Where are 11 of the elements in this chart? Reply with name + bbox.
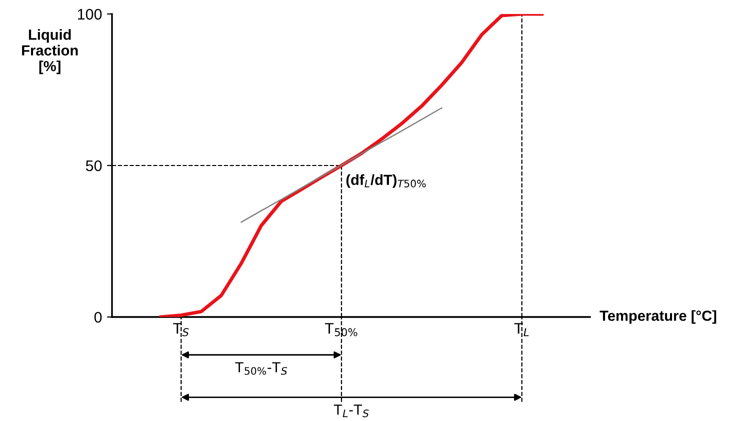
x-tick-label: T$_{L}$ (514, 323, 529, 336)
x-tick-label: T$_{50%}$ (324, 323, 358, 336)
y-tick-label: 0 (94, 312, 102, 323)
y-tick-label: 50 (86, 160, 102, 172)
x-tick-label: T$_{S}$ (173, 323, 189, 336)
text: T$_{50%}$-T$_{S}$ (235, 362, 288, 375)
annotation: (df$_{L}$/dT)$_{T50%}$ (346, 174, 426, 188)
text: T$_{L}$-T$_{S}$ (334, 404, 369, 418)
y-tick-label: 100 (78, 8, 102, 20)
y-axis-title: Liquid Fraction [%] (22, 29, 78, 74)
x-axis-title: Temperature [°C] (600, 310, 716, 324)
